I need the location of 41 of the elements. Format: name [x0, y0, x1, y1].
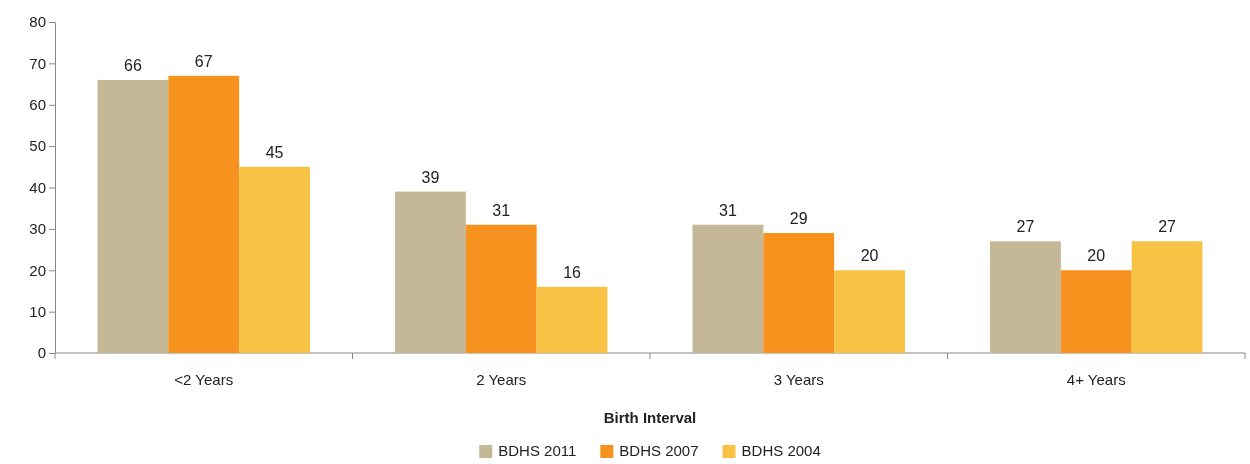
y-tick-label: 40	[29, 178, 46, 196]
y-tick-label: 80	[29, 13, 46, 31]
bar	[1131, 241, 1203, 353]
y-tick-label: 60	[29, 96, 46, 114]
data-label: 16	[563, 263, 582, 281]
bar	[395, 191, 466, 353]
bar	[990, 241, 1061, 353]
data-label: 20	[860, 247, 879, 265]
legend-label: BDHS 2007	[619, 442, 699, 459]
data-label: 67	[194, 52, 213, 70]
data-label: 20	[1087, 247, 1106, 265]
legend-label: BDHS 2004	[741, 442, 821, 459]
bar	[97, 79, 169, 353]
bar	[692, 224, 764, 353]
y-tick-label: 50	[29, 137, 46, 155]
bar	[239, 166, 310, 353]
x-tick-label: 2 Years	[476, 371, 527, 388]
bar	[168, 75, 240, 353]
data-label: 27	[1016, 218, 1035, 236]
y-tick-label: 10	[29, 302, 46, 320]
data-label: 39	[421, 168, 440, 186]
bar	[536, 286, 608, 353]
x-tick-label: 3 Years	[773, 371, 824, 388]
y-tick-label: 20	[29, 261, 46, 279]
data-label: 27	[1158, 218, 1177, 236]
bar	[834, 270, 905, 353]
bar	[1060, 270, 1132, 353]
legend-label: BDHS 2011	[498, 442, 577, 459]
y-tick-label: 0	[37, 344, 46, 362]
data-label: 45	[265, 143, 284, 161]
x-axis-title: Birth Interval	[603, 409, 697, 426]
bar	[465, 224, 537, 353]
y-tick-label: 70	[29, 54, 46, 72]
data-label: 31	[492, 201, 511, 219]
data-label: 66	[124, 56, 142, 74]
y-tick-label: 30	[29, 220, 46, 238]
bar	[763, 233, 835, 353]
x-tick-label: 4+ Years	[1066, 371, 1126, 388]
x-tick-label: <2 Years	[174, 371, 234, 388]
data-label: 29	[789, 210, 808, 228]
data-label: 31	[719, 201, 737, 219]
